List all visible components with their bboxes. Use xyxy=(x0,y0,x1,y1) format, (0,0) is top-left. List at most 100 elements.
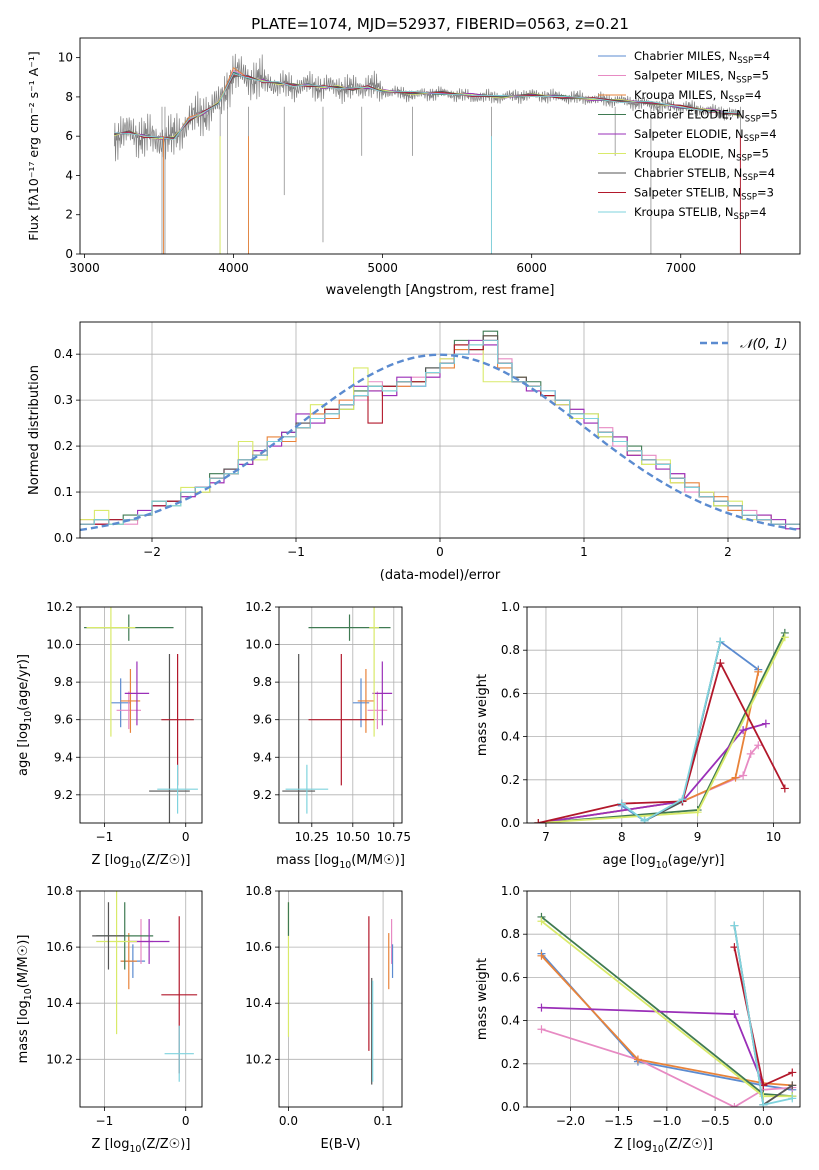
weight-line xyxy=(538,660,786,823)
legend-label-tail: =4 xyxy=(744,88,761,102)
y-tick-label: 0.2 xyxy=(54,439,73,453)
axes-frame-mass-vs-EBV xyxy=(278,890,403,1108)
plot-area xyxy=(92,891,198,1082)
legend-label: Chabrier ELODIE, NSSP=5 xyxy=(634,108,778,125)
y-tick-label: 10.6 xyxy=(245,940,272,954)
y-tick-label: 0.1 xyxy=(54,485,73,499)
x-axis-label-sub: 10 xyxy=(129,1144,141,1155)
weight-marker xyxy=(761,719,770,728)
legend-label-sub: SSP xyxy=(742,173,758,183)
x-tick-label: −1.0 xyxy=(652,1114,681,1128)
x-tick-label: −1 xyxy=(96,830,114,844)
x-tick-label: 1 xyxy=(580,545,588,559)
legend-label: Chabrier MILES, NSSP=4 xyxy=(634,49,770,66)
legend-label: Salpeter STELIB, NSSP=3 xyxy=(634,186,774,203)
legend-label-main: Chabrier STELIB, N xyxy=(634,166,742,180)
x-axis-label: (data-model)/error xyxy=(380,568,501,583)
legend-label-tail: =4 xyxy=(758,166,775,180)
legend-label: Salpeter MILES, NSSP=5 xyxy=(634,69,769,86)
y-tick-label: 2 xyxy=(65,208,73,222)
weight-marker xyxy=(537,1025,546,1034)
x-tick-label: 0 xyxy=(436,545,444,559)
legend-label-main: Salpeter ELODIE, N xyxy=(634,127,744,141)
panel-weight-vs-Z: −2.0 −1.5 −1.0 −0.5 0.0 0.0 0.2 0.4 0.6 0.8 1.0 xyxy=(501,884,800,1128)
weight-line xyxy=(538,636,786,823)
weight-line xyxy=(621,641,722,822)
plot-area xyxy=(537,912,797,1107)
y-tick-label: 10.2 xyxy=(245,600,272,614)
weight-marker xyxy=(716,659,725,668)
x-axis-label: Z [log10(Z/Z☉)] xyxy=(92,853,191,871)
legend-label-sub: SSP xyxy=(736,154,752,164)
panel-mass-vs-Z: −1 0 10.2 10.4 10.6 10.8 xyxy=(46,884,202,1128)
y-tick-label: 9.4 xyxy=(54,750,73,764)
x-tick-label: −1 xyxy=(287,545,305,559)
x-axis-label-post: (M/M☉)] xyxy=(351,853,405,868)
axes-frame-age-vs-Z xyxy=(79,606,203,824)
x-tick-label: 8 xyxy=(618,830,626,844)
x-axis-label: E(B-V) xyxy=(320,1137,360,1152)
y-tick-label: 10 xyxy=(58,51,73,65)
axes-frame-weight-vs-Z xyxy=(526,890,801,1108)
y-tick-label: 10.2 xyxy=(46,600,73,614)
axes-frame-mass-vs-Z xyxy=(79,890,203,1108)
x-tick-label: 4000 xyxy=(218,261,249,275)
model-spectrum-line xyxy=(114,73,741,141)
x-tick-label: 10.50 xyxy=(336,830,370,844)
weight-line xyxy=(644,641,722,822)
legend-label-tail: =5 xyxy=(761,108,778,122)
y-tick-label: 0.2 xyxy=(501,773,520,787)
x-tick-label: −2 xyxy=(143,545,161,559)
y-axis-label: mass [log10(M/M☉)] xyxy=(16,935,34,1064)
legend-label-sub: SSP xyxy=(734,212,750,222)
legend-label: Chabrier STELIB, NSSP=4 xyxy=(634,166,775,183)
x-axis-label-post: (Z/Z☉)] xyxy=(141,1137,190,1152)
x-tick-label: 7000 xyxy=(665,261,696,275)
y-tick-label: 10.0 xyxy=(46,638,73,652)
y-axis-label: mass weight xyxy=(475,958,490,1040)
y-tick-label: 0.0 xyxy=(501,816,520,830)
legend-label-tail: =3 xyxy=(757,186,774,200)
weight-marker xyxy=(746,749,755,758)
panel-weight-vs-age: 7 8 9 10 0.0 0.2 0.4 0.6 0.8 1.0 xyxy=(501,600,800,844)
x-axis-label-sub: 10 xyxy=(339,860,351,871)
legend-label-main: Kroupa MILES, N xyxy=(634,88,729,102)
weight-marker xyxy=(788,1081,797,1090)
y-tick-label: 9.2 xyxy=(253,788,272,802)
y-tick-label: 10.8 xyxy=(245,884,272,898)
y-tick-label: 9.6 xyxy=(253,713,272,727)
y-tick-label: 1.0 xyxy=(501,884,520,898)
y-axis-label-post: (age/yr)] xyxy=(16,654,31,711)
legend-label-sub: SSP xyxy=(737,56,753,66)
plot-area xyxy=(80,330,800,532)
panel-residuals: −2 −1 0 1 2 0.0 0.1 0.2 0.3 0.4 xyxy=(54,322,800,559)
figure-title: PLATE=1074, MJD=52937, FIBERID=0563, z=0… xyxy=(251,15,629,33)
weight-line xyxy=(538,671,760,823)
model-spectrum-line xyxy=(114,74,741,140)
weight-line xyxy=(538,722,767,823)
y-tick-label: 9.2 xyxy=(54,788,73,802)
x-axis-label-pre: age [log xyxy=(603,853,656,868)
x-axis-label: age [log10(age/yr)] xyxy=(603,853,725,871)
x-axis-label-post: (Z/Z☉)] xyxy=(664,1137,713,1152)
weight-marker xyxy=(678,795,687,804)
legend-label: 𝒩(0, 1) xyxy=(740,337,787,352)
plot-area xyxy=(287,902,394,1085)
y-tick-label: 10.2 xyxy=(245,1052,272,1066)
observed-spectrum xyxy=(113,53,741,162)
y-tick-label: 0.3 xyxy=(54,393,73,407)
x-tick-label: 10 xyxy=(766,830,781,844)
x-axis-label: Z [log10(Z/Z☉)] xyxy=(92,1137,191,1155)
x-axis-label-post: (Z/Z☉)] xyxy=(141,853,190,868)
x-axis-label: mass [log10(M/M☉)] xyxy=(276,853,405,871)
x-axis-label-pre: Z [log xyxy=(92,1137,130,1152)
weight-line xyxy=(541,1028,793,1107)
x-tick-label: 2 xyxy=(724,545,732,559)
x-tick-label: 7 xyxy=(542,830,550,844)
weight-marker xyxy=(780,633,789,642)
x-axis-label: Z [log10(Z/Z☉)] xyxy=(614,1137,713,1155)
y-tick-label: 9.8 xyxy=(253,675,272,689)
legend-label-tail: =5 xyxy=(752,147,769,161)
x-axis-label-pre: mass [log xyxy=(276,853,339,868)
